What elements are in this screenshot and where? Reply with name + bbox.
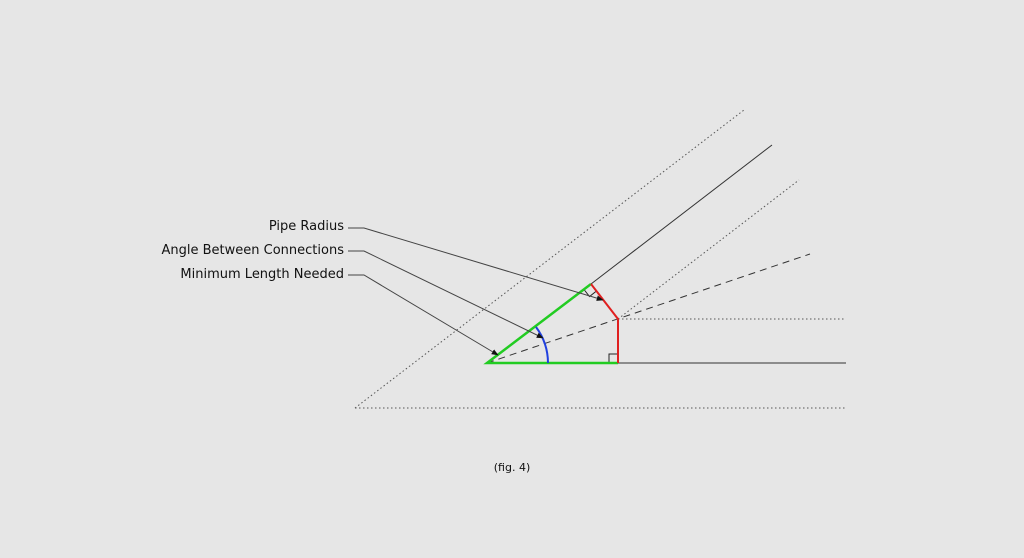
label-minimum-length-needed: Minimum Length Needed — [180, 267, 344, 282]
right-angle-marker-lower — [608, 353, 619, 364]
angle-arc — [535, 326, 549, 364]
minimum-length-lines — [483, 283, 618, 365]
right-angle-marker-upper — [583, 289, 597, 298]
pipe-edge-inner-upper — [617, 179, 800, 320]
leader-pipe-radius — [348, 227, 604, 301]
pipe-edge-outer-upper — [354, 109, 745, 409]
label-pipe-radius: Pipe Radius — [268, 219, 344, 234]
leader-angle — [348, 250, 544, 339]
leader-minimum-length — [348, 274, 499, 356]
pipe-centerline-upper — [590, 144, 773, 285]
figure-caption: (fig. 4) — [493, 461, 531, 474]
label-angle-between-connections: Angle Between Connections — [161, 243, 344, 258]
bisector-line — [486, 253, 811, 364]
